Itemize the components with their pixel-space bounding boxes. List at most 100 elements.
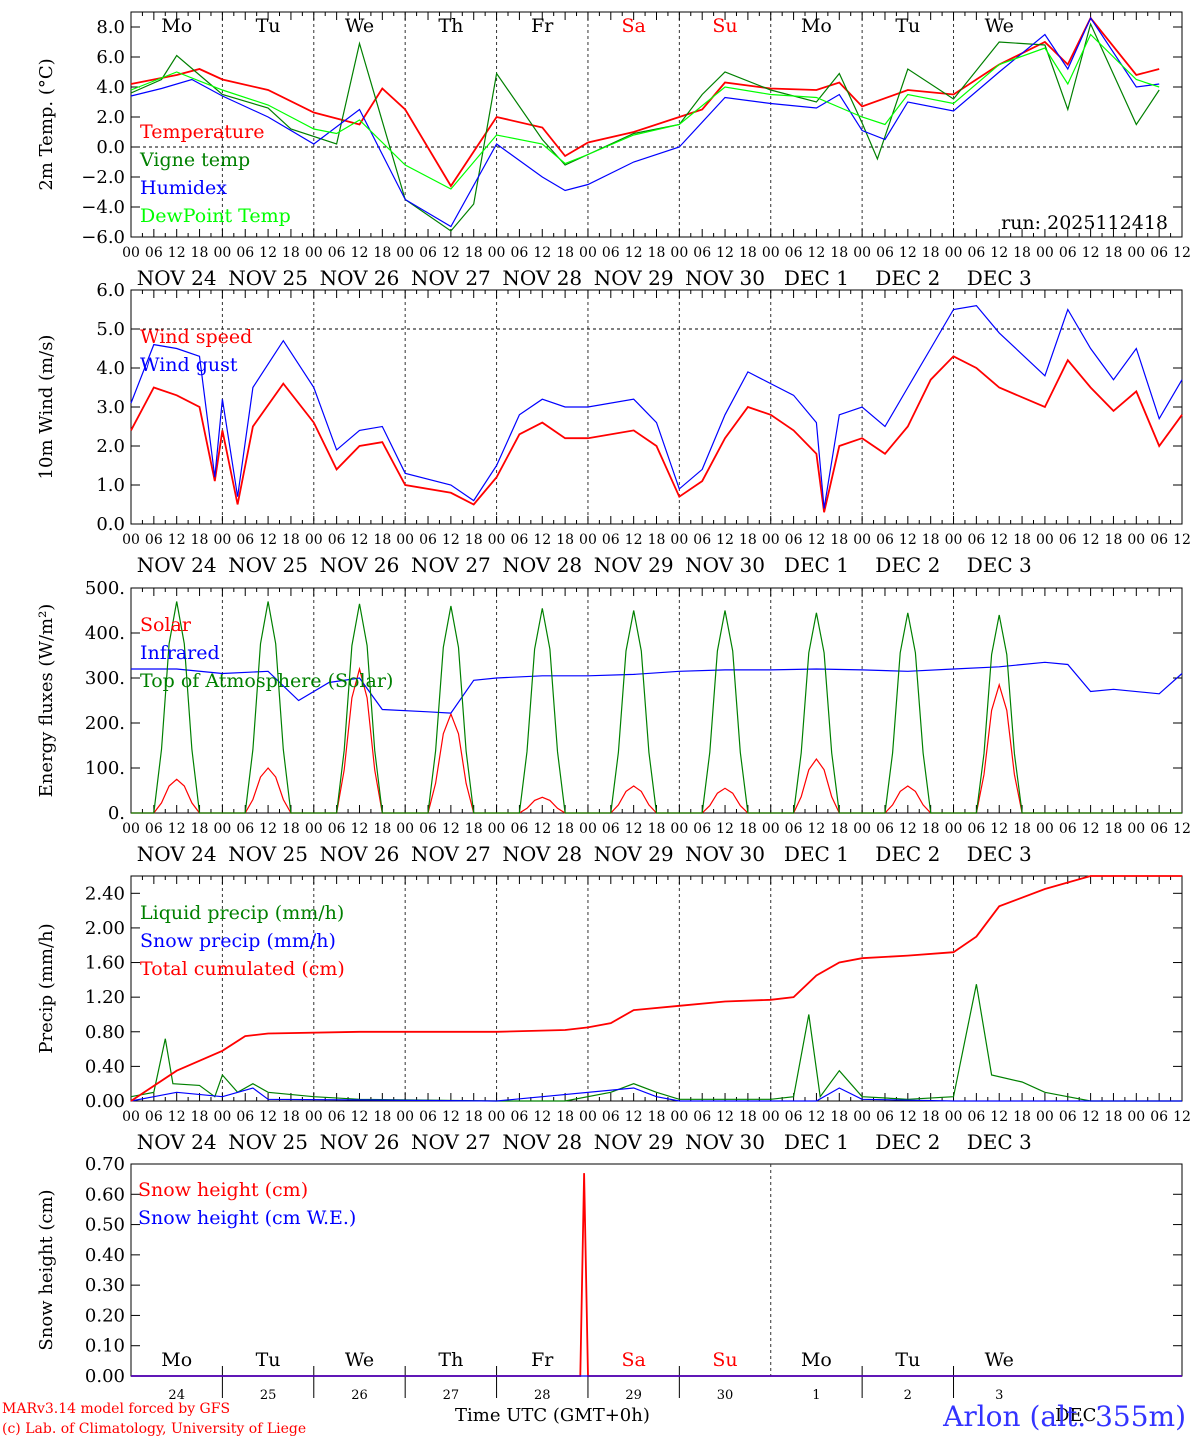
- series-line-wind-speed: [130, 355, 1183, 513]
- date-label: NOV 30: [685, 1130, 765, 1154]
- hour-label: 06: [419, 532, 437, 548]
- hour-label: 18: [282, 821, 300, 837]
- hour-label: 18: [465, 532, 483, 548]
- y-tick-label: 0.00: [85, 1366, 125, 1387]
- hour-label: 00: [1036, 1109, 1054, 1125]
- panel-1: [130, 11, 1183, 238]
- hour-label: 00: [945, 245, 963, 261]
- hour-label: 00: [670, 821, 688, 837]
- hour-label: 00: [853, 245, 871, 261]
- day-name: Su: [712, 1349, 737, 1371]
- hour-label: 06: [1059, 245, 1077, 261]
- legend-entry: Snow height (cm W.E.): [138, 1207, 356, 1229]
- date-label: DEC 1: [784, 842, 849, 866]
- hour-label: 18: [556, 532, 574, 548]
- y-tick-label: −4.0: [81, 197, 125, 218]
- hour-label: 12: [899, 245, 917, 261]
- date-label: NOV 25: [228, 842, 308, 866]
- date-label: NOV 25: [228, 553, 308, 577]
- model-credit: MARv3.14 model forced by GFS: [2, 1401, 231, 1417]
- day-name: We: [345, 15, 374, 37]
- hour-label: 06: [602, 245, 620, 261]
- legend-entry: Temperature: [140, 121, 264, 143]
- hour-label: 12: [716, 532, 734, 548]
- series-line-vigne-temp: [130, 22, 1160, 232]
- date-label: NOV 29: [594, 1130, 674, 1154]
- hour-label: 00: [488, 1109, 506, 1125]
- y-axis-label: Precip (mm/h): [36, 923, 57, 1053]
- hour-label: 06: [876, 1109, 894, 1125]
- hour-label: 06: [967, 532, 985, 548]
- hour-label: 00: [305, 532, 323, 548]
- hour-label: 00: [579, 821, 597, 837]
- legend-entry: Top of Atmosphere (Solar): [140, 670, 393, 692]
- y-tick-label: −6.0: [81, 227, 125, 248]
- hour-label: 18: [191, 821, 209, 837]
- y-tick-label: 0.30: [85, 1275, 125, 1296]
- hour-label: 18: [739, 1109, 757, 1125]
- hour-label: 06: [236, 821, 254, 837]
- hour-label: 12: [716, 1109, 734, 1125]
- hour-label: 06: [328, 821, 346, 837]
- hour-label: 06: [145, 532, 163, 548]
- y-tick-label: 2.0: [96, 436, 125, 457]
- date-label: NOV 27: [411, 266, 491, 290]
- day-name: Mo: [161, 1349, 192, 1371]
- y-axis-label: 2m Temp. (°C): [36, 58, 57, 190]
- hour-label: 12: [1173, 532, 1191, 548]
- y-tick-label: 0.: [108, 803, 125, 824]
- y-tick-label: 3.0: [96, 397, 125, 418]
- date-label: DEC 1: [784, 266, 849, 290]
- time-axis-label: Time UTC (GMT+0h): [455, 1405, 650, 1426]
- hour-label: 12: [808, 532, 826, 548]
- date-label: DEC 3: [967, 842, 1032, 866]
- legend-entry: Infrared: [140, 642, 220, 664]
- y-tick-label: 0.20: [85, 1305, 125, 1326]
- hour-label: 00: [762, 1109, 780, 1125]
- hour-label: 18: [648, 532, 666, 548]
- hour-label: 06: [1059, 532, 1077, 548]
- y-tick-label: 5.0: [96, 319, 125, 340]
- hour-label: 00: [213, 532, 231, 548]
- day-name: Tu: [895, 15, 920, 37]
- hour-label: 00: [945, 1109, 963, 1125]
- hour-label: 06: [785, 1109, 803, 1125]
- hour-label: 18: [739, 821, 757, 837]
- series-line-top-of-atmosphere-solar-: [131, 601, 1182, 814]
- hour-label: 18: [191, 532, 209, 548]
- hour-label: 00: [396, 821, 414, 837]
- date-label: NOV 28: [502, 553, 582, 577]
- hour-label: 18: [739, 245, 757, 261]
- hour-label: 12: [351, 1109, 369, 1125]
- y-tick-label: 0.10: [85, 1336, 125, 1357]
- hour-label: 12: [899, 532, 917, 548]
- hour-label: 12: [1173, 821, 1191, 837]
- day-name: Fr: [531, 1349, 554, 1371]
- hour-label: 18: [830, 245, 848, 261]
- legend-entry: DewPoint Temp: [140, 205, 291, 227]
- hour-label: 18: [1105, 821, 1123, 837]
- hour-label: 12: [351, 245, 369, 261]
- date-label: NOV 26: [320, 553, 400, 577]
- date-label: NOV 30: [685, 266, 765, 290]
- hour-label: 00: [305, 245, 323, 261]
- y-tick-label: 0.00: [85, 1091, 125, 1112]
- panel-4: [130, 875, 1183, 1102]
- hour-label: 18: [830, 1109, 848, 1125]
- hour-label: 12: [533, 821, 551, 837]
- hour-label: 00: [853, 821, 871, 837]
- station-label: Arlon (alt. 355m): [943, 1400, 1186, 1433]
- hour-label: 12: [716, 245, 734, 261]
- day-name: Tu: [256, 15, 281, 37]
- hour-label: 00: [670, 1109, 688, 1125]
- hour-label: 00: [396, 1109, 414, 1125]
- panel-frame: [130, 289, 1183, 525]
- series-line-infrared: [131, 661, 1183, 714]
- hour-label: 18: [739, 532, 757, 548]
- hour-label: 06: [876, 821, 894, 837]
- series-line-humidex: [130, 16, 1160, 228]
- hour-label: 18: [373, 821, 391, 837]
- hour-label: 06: [785, 532, 803, 548]
- y-tick-label: 100.: [85, 758, 125, 779]
